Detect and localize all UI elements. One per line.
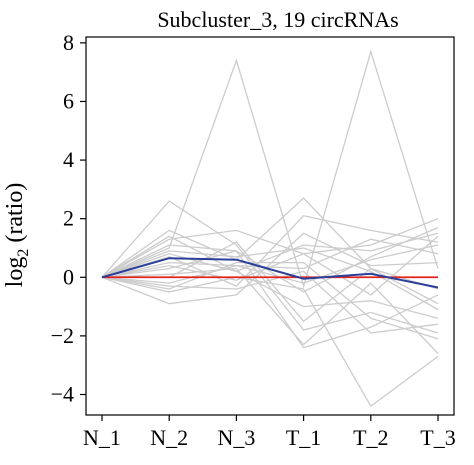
- mean-series-line: [101, 257, 439, 289]
- member-series-line-3: [101, 49, 439, 289]
- member-series-line-4: [101, 232, 439, 278]
- member-series-line-7: [101, 214, 439, 287]
- plot-area: [85, 36, 455, 416]
- member-series-line-17: [101, 235, 439, 296]
- y-tick-label: 8: [63, 30, 74, 55]
- y-axis: −4 −2 0 2 4 6 8: [51, 30, 86, 406]
- y-tick-label: −2: [51, 323, 74, 348]
- y-axis-label: log2 (ratio): [2, 183, 32, 288]
- x-tick-label: T_2: [353, 425, 388, 450]
- member-series-line-6: [101, 226, 439, 293]
- y-tick-label: 4: [63, 147, 74, 172]
- x-tick-label: N_3: [217, 425, 255, 450]
- member-series-line-1: [101, 197, 439, 290]
- member-series-line-16: [101, 244, 439, 349]
- y-tick-label: 6: [63, 88, 74, 113]
- member-series-line-12: [101, 232, 439, 305]
- member-series-line-15: [101, 276, 439, 408]
- y-tick-label: 2: [63, 206, 74, 231]
- member-series-line-19: [101, 270, 439, 334]
- y-axis-label-subscript: 2: [15, 249, 32, 257]
- chart-title: Subcluster_3, 19 circRNAs: [157, 7, 398, 32]
- y-tick-label: 0: [63, 264, 74, 289]
- x-tick-label: T_1: [286, 425, 321, 450]
- y-tick-label: −4: [51, 381, 74, 406]
- member-series-line-5: [101, 244, 439, 284]
- x-tick-label: N_2: [150, 425, 188, 450]
- plot-frame: [85, 36, 455, 416]
- x-tick-label: T_3: [420, 425, 455, 450]
- x-tick-label: N_1: [83, 425, 121, 450]
- member-series-line-2: [101, 218, 439, 278]
- member-series-line-13: [101, 200, 439, 334]
- member-series-line-14: [101, 235, 439, 319]
- x-axis: N_1 N_2 N_3 T_1 T_2 T_3: [83, 415, 456, 450]
- member-series-line-11: [101, 267, 439, 354]
